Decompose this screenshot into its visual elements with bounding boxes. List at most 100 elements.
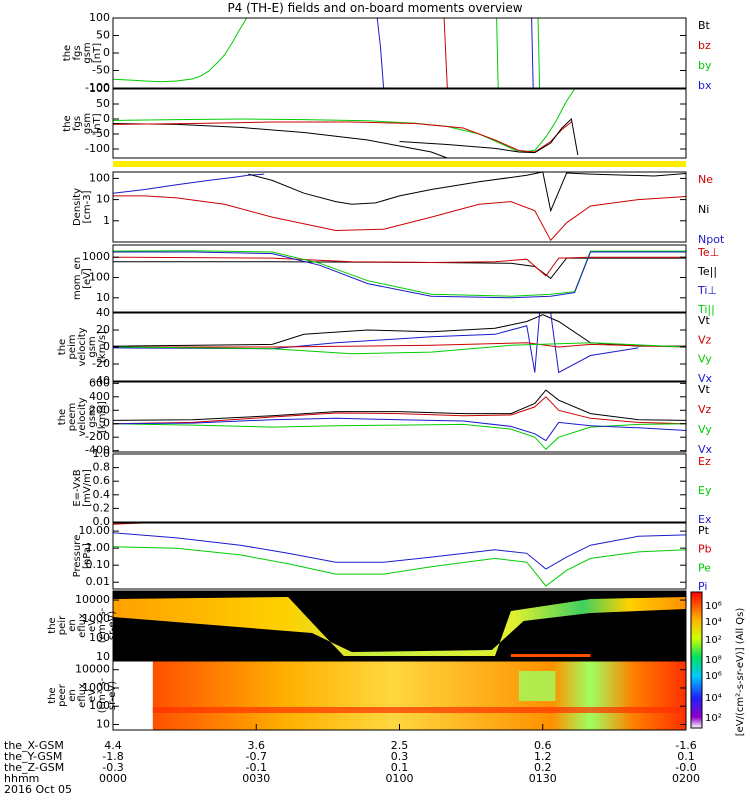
panel-frame (112, 244, 687, 313)
y-tick-label: 10 (96, 718, 110, 731)
series-line (113, 257, 686, 280)
x-tick-label: 0000 (99, 772, 127, 785)
y-axis-label: eflux (77, 683, 88, 708)
chart-title: P4 (TH-E) fields and on-board moments ov… (227, 1, 523, 15)
y-tick-label: 40 (96, 306, 110, 319)
y-axis-label: (cm²-s- (97, 677, 108, 713)
x-tick-label: -1.8 (102, 750, 123, 763)
y-tick-label: 1 (103, 214, 110, 227)
y-tick-label: 1000 (82, 612, 110, 625)
colorbar-tick-label: 10⁴ (705, 693, 722, 704)
x-tick-label: -0.1 (246, 761, 267, 774)
y-tick-label: 0.8 (93, 461, 111, 474)
y-axis-label: eflux (77, 613, 88, 638)
ephemeris-bar (113, 161, 686, 167)
legend-entry: Npot (698, 233, 725, 246)
series-line (112, 312, 639, 374)
y-tick-label: -100 (85, 81, 110, 94)
series-line (399, 117, 579, 156)
x-tick-label: 0.2 (534, 761, 552, 774)
y-tick-label: 10000 (75, 593, 110, 606)
legend-entry: Pt (698, 524, 710, 537)
legend-entry: Pb (698, 543, 712, 556)
series-line (443, 17, 448, 89)
x-tick-label: -0.3 (102, 761, 123, 774)
legend-entry: Vx (698, 372, 713, 385)
y-tick-label: -40 (92, 374, 110, 387)
y-axis-label: the (57, 409, 68, 425)
legend-entry: Ey (698, 484, 712, 497)
y-axis-label: [eV] (82, 268, 93, 289)
colorbar-tick-label: 10⁶ (705, 671, 722, 682)
series-line (113, 195, 687, 242)
peir-band (510, 654, 591, 657)
y-axis-label: [nT] (92, 113, 103, 133)
series-line (112, 417, 687, 442)
y-tick-label: 10 (96, 650, 110, 663)
x-tick-label: 0.1 (391, 761, 409, 774)
y-axis-label: eV (87, 689, 98, 702)
series-line (112, 123, 448, 159)
y-axis-label: gsm (82, 113, 93, 134)
panel-frame (112, 522, 687, 590)
series-line (112, 256, 686, 277)
y-axis-label: eV (87, 619, 98, 632)
panel-frame (112, 381, 687, 453)
y-tick-label: 0.6 (93, 474, 111, 487)
legend-entry: Ti|| (697, 303, 715, 316)
y-tick-label: -100 (85, 142, 110, 155)
panel-frame (112, 590, 687, 661)
legend-entry: Ne (698, 173, 713, 186)
y-axis-label: velocity (77, 327, 88, 366)
y-tick-label: 10 (96, 193, 110, 206)
y-axis-label: (cm²-s- (97, 607, 108, 643)
panel-frame (112, 312, 687, 382)
colorbar (690, 591, 703, 729)
series-line (112, 88, 576, 153)
y-axis-label: the (62, 45, 73, 61)
x-tick-label: 0130 (529, 772, 557, 785)
y-tick-label: 1000 (82, 681, 110, 694)
series-line (112, 546, 687, 587)
legend-entry: Bt (698, 19, 711, 32)
series-line (376, 17, 385, 89)
peir-spectrum (113, 597, 686, 656)
legend-entry: by (698, 59, 712, 72)
y-tick-label: 10000 (75, 663, 110, 676)
y-tick-label: 0.4 (93, 488, 111, 501)
y-tick-label: -50 (92, 127, 110, 140)
series-line (112, 342, 687, 355)
colorbar-tick-label: 10² (705, 635, 722, 646)
y-tick-label: 50 (96, 97, 110, 110)
colorbar-tick-label: 10⁶ (705, 601, 722, 612)
series-line (113, 342, 687, 348)
series-line (248, 171, 687, 213)
x-row-label-hhmm: hhmm (4, 772, 40, 785)
legend-entry: Vx (698, 443, 713, 456)
series-line (112, 121, 572, 153)
y-axis-label: fgs (72, 45, 83, 60)
series-line (112, 532, 687, 570)
y-tick-label: 400 (89, 390, 110, 403)
legend-entry: Pe (698, 561, 711, 574)
legend-entry: bx (698, 79, 712, 92)
y-axis-label: peer (57, 683, 68, 707)
x-tick-label: -0.0 (675, 761, 696, 774)
panel-frame (112, 17, 687, 89)
y-tick-label: -200 (85, 430, 110, 443)
y-axis-label: mom_en (72, 257, 83, 300)
x-tick-label: 0200 (672, 772, 700, 785)
legend-entry: Vy (698, 423, 712, 436)
y-axis-label: gsm (87, 406, 98, 427)
x-tick-label: 0.3 (391, 750, 409, 763)
colorbar-label: [eV/(cm²-s-sr-eV)] (All Qs) (735, 608, 746, 737)
series-line (113, 251, 686, 299)
legend-entry: Ez (698, 455, 711, 468)
y-axis-label: Density (72, 188, 83, 226)
y-tick-label: 100 (89, 271, 110, 284)
legend-entry: Te⊥ (697, 246, 719, 259)
y-axis-label: [nPa] (82, 543, 93, 569)
peer-spectrum (152, 661, 686, 730)
colorbar-tick-label: 10⁴ (705, 617, 722, 628)
legend-entry: Te|| (697, 265, 717, 278)
